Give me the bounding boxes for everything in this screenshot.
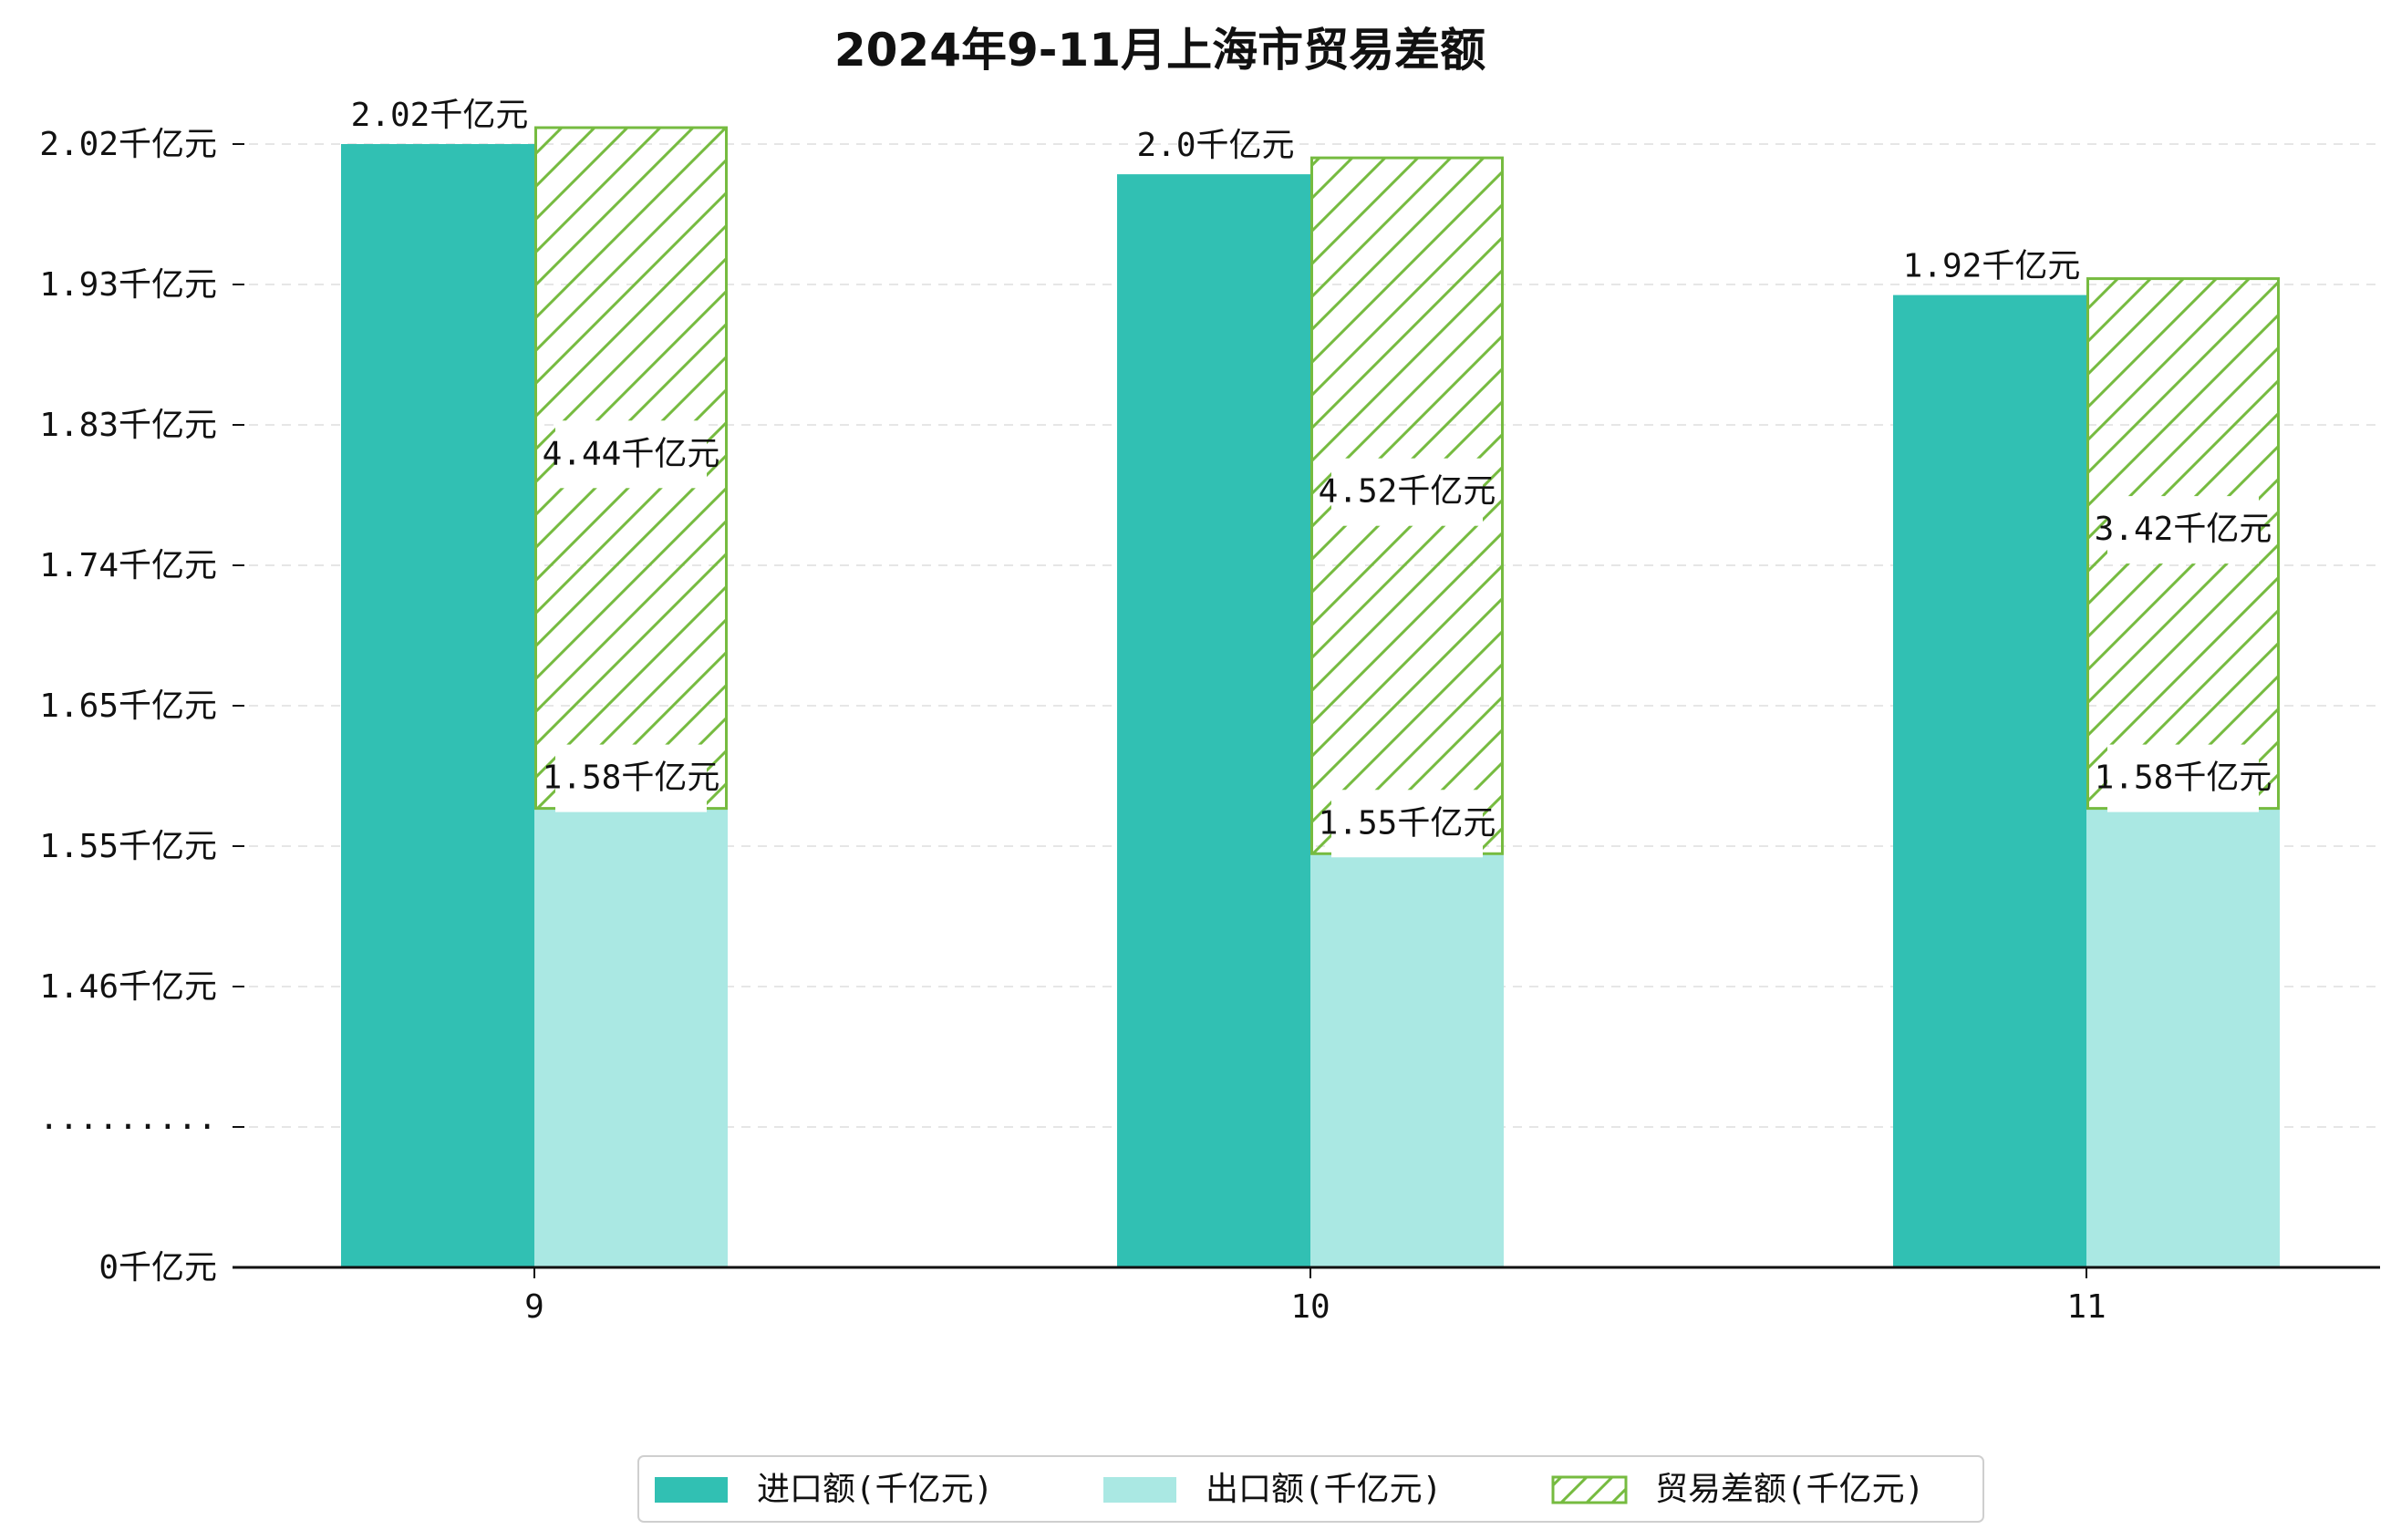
label-text: 4.44千亿元 [543, 435, 720, 472]
data-labels: 2.02千亿元 1.58千亿元 4.44千亿元 2.0千亿元 1.55千亿元 4.52千亿… [351, 97, 2272, 858]
label-text: 1.92千亿元 [1903, 248, 2081, 285]
bar-import [1893, 295, 2086, 1267]
data-label-import: 2.02千亿元 [351, 97, 529, 134]
bar-export [2086, 808, 2280, 1267]
label-background [555, 744, 707, 812]
legend-swatch [1551, 1475, 1628, 1504]
legend-trade-balance: 贸易差额(千亿元) [1551, 1471, 1924, 1508]
label-text: 4.52千亿元 [1319, 473, 1496, 511]
legend-import: 进口额(千亿元) [655, 1471, 993, 1508]
y-tick-label: 1.46千亿元 [39, 968, 217, 1006]
label-background [555, 420, 707, 489]
y-tick-label: 1.83千亿元 [39, 407, 217, 444]
y-tick-label: 1.74千亿元 [39, 547, 217, 584]
bar-import [341, 144, 534, 1267]
bar-export [534, 808, 728, 1267]
label-background [2107, 496, 2259, 564]
y-tick-label: 1.93千亿元 [39, 266, 217, 304]
legend-frame [637, 1455, 1984, 1523]
x-tick-label: 9 [524, 1288, 544, 1326]
data-label-import: 2.0千亿元 [1136, 127, 1294, 164]
y-tick-label: 1.55千亿元 [39, 828, 217, 865]
legend-swatch [655, 1477, 728, 1503]
chart-title: 2024年9-11月上海市贸易差额 [834, 24, 1485, 77]
bars [341, 126, 2280, 1267]
data-label-import: 1.92千亿元 [1903, 248, 2081, 285]
data-label-export: 1.55千亿元 [1319, 790, 1496, 858]
label-text: 1.58千亿元 [543, 760, 720, 797]
bar-import [1117, 174, 1310, 1267]
data-label-export: 1.58千亿元 [2095, 744, 2272, 812]
x-tick-label: 11 [2066, 1288, 2106, 1326]
data-label-balance: 4.52千亿元 [1319, 458, 1496, 526]
data-label-balance: 4.44千亿元 [543, 420, 720, 489]
label-text: 2.0千亿元 [1136, 127, 1294, 164]
y-axis: 0千亿元 ········· 1.46千亿元 1.55千亿元 1.65千亿元 1.74千亿… [39, 126, 244, 1287]
bar-export [1310, 853, 1504, 1267]
label-text: 1.58千亿元 [2095, 760, 2272, 797]
legend: 进口额(千亿元) 出口额(千亿元) 贸易差额(千亿元) [637, 1455, 1984, 1523]
legend-label: 进口额(千亿元) [757, 1471, 993, 1508]
x-axis: 9 10 11 [233, 1266, 2380, 1326]
data-label-export: 1.58千亿元 [543, 744, 720, 812]
label-text: 2.02千亿元 [351, 97, 529, 134]
x-tick-label: 10 [1290, 1288, 1330, 1326]
label-background [1331, 790, 1483, 858]
y-tick-label: ········· [39, 1109, 217, 1146]
legend-label: 出口额(千亿元) [1206, 1471, 1442, 1508]
y-tick-label: 2.02千亿元 [39, 126, 217, 163]
data-label-balance: 3.42千亿元 [2095, 496, 2272, 564]
y-tick-label: 1.65千亿元 [39, 687, 217, 725]
y-tick-label: 0千亿元 [98, 1249, 217, 1287]
label-text: 3.42千亿元 [2095, 511, 2272, 548]
legend-label: 贸易差额(千亿元) [1655, 1471, 1924, 1508]
label-text: 1.55千亿元 [1319, 804, 1496, 842]
legend-swatch [1103, 1477, 1176, 1503]
label-background [2107, 744, 2259, 812]
label-background [1331, 458, 1483, 526]
legend-export: 出口额(千亿元) [1103, 1471, 1442, 1508]
